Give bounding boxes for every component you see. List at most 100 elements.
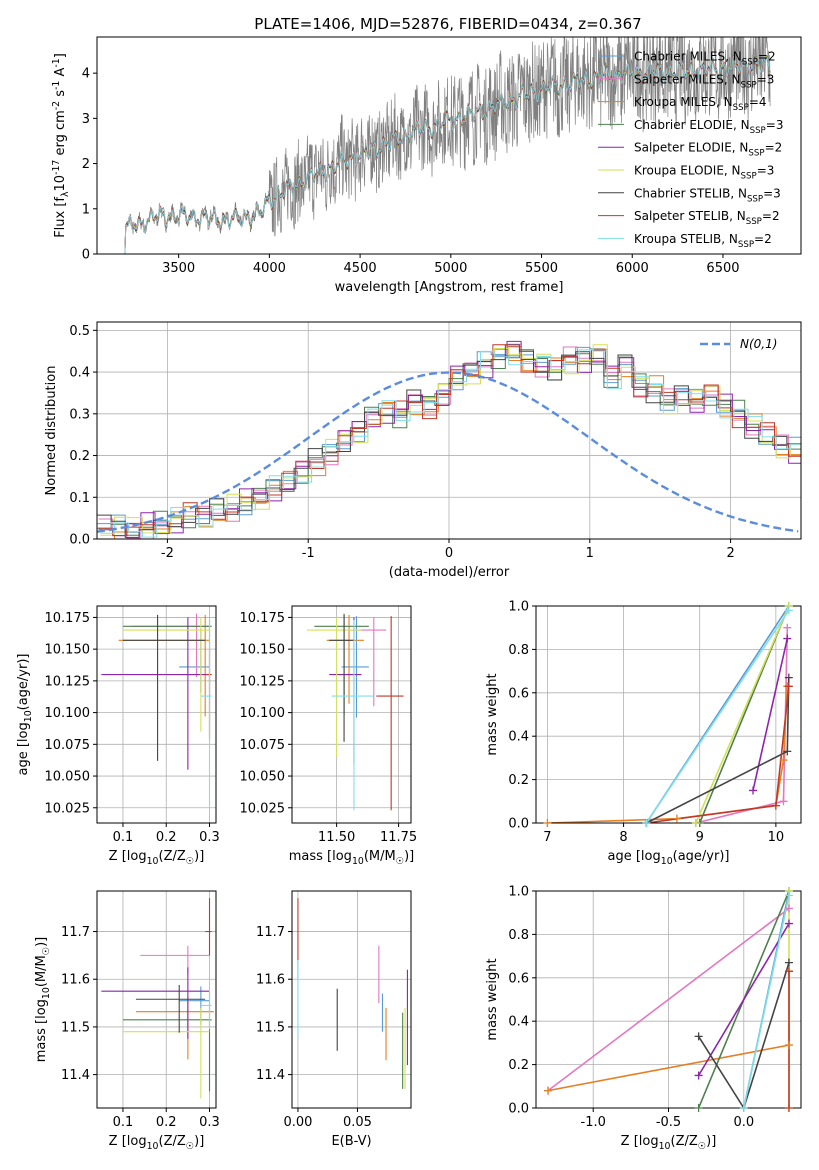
x-axis-label: wavelength [Angstrom, rest frame]	[335, 280, 564, 295]
y-tick-label: 0.0	[508, 1102, 529, 1117]
error-bar-point	[341, 616, 369, 718]
weight-marker	[694, 1104, 703, 1112]
y-axis-label: mass [log10​(M/M☉​)]	[34, 937, 52, 1063]
x-tick-label: 9	[696, 830, 704, 845]
x-tick-label: 6000	[616, 261, 649, 276]
y-tick-label: 1	[82, 202, 90, 217]
y-tick-label: 0.6	[508, 686, 529, 701]
weight-marker	[739, 1104, 748, 1112]
weight-marker	[543, 819, 552, 827]
legend-label: Kroupa ELODIE, NSSP​=3	[634, 164, 774, 182]
y-tick-label: 10.025	[45, 801, 91, 816]
y-tick-label: 3	[82, 112, 90, 127]
x-tick-label: 4000	[253, 261, 286, 276]
x-tick-label: -1	[302, 546, 315, 561]
error-bar-point	[205, 898, 212, 956]
x-tick-label: 0.05	[343, 1115, 372, 1130]
error-bar-point	[349, 617, 387, 707]
error-bar-point	[101, 617, 210, 770]
mass-vs-ebv-panel: 0.00 0.05 11.4 11.5 11.6 11.7 E(B-V)	[256, 890, 412, 1149]
weight-marker	[784, 967, 793, 976]
axes-frame	[291, 890, 412, 1109]
plot-area	[306, 613, 404, 811]
error-bar-point	[331, 619, 374, 811]
y-tick-label: 1.0	[508, 885, 529, 900]
y-tick-label: 0.0	[69, 533, 90, 548]
x-axis-label: Z [log10​(Z/Z☉​)]	[109, 849, 205, 867]
histogram-step	[100, 348, 801, 539]
error-bar-point	[200, 986, 212, 1030]
error-bar-point	[376, 616, 404, 811]
x-tick-label: 3500	[162, 261, 195, 276]
x-tick-label: -0.5	[656, 1115, 681, 1130]
error-bar-point	[326, 614, 364, 704]
histogram-step	[98, 344, 801, 536]
y-tick-label: 10.125	[240, 674, 286, 689]
mass-vs-z-panel: 0.1 0.2 0.3 11.4 11.5 11.6 11.7 Z [log10​(Z/Z☉​…	[34, 890, 220, 1152]
weight-marker	[784, 919, 793, 928]
legend-label: N(0,1)	[740, 337, 777, 351]
weight-line	[645, 609, 790, 823]
y-tick-label: 0.3	[69, 407, 90, 422]
y-tick-label: 0.8	[508, 928, 529, 943]
weight-marker	[783, 634, 792, 643]
weight-marker	[783, 623, 792, 632]
weight-marker	[642, 819, 651, 827]
x-axis-label: Z [log10​(Z/Z☉​)]	[109, 1134, 205, 1152]
weight-marker	[694, 1032, 703, 1041]
weight-line	[646, 677, 790, 823]
x-tick-label: 11.75	[380, 830, 417, 845]
data-spectrum-line	[124, 37, 771, 254]
plot-area	[101, 898, 214, 1099]
x-tick-label: 0.1	[113, 1115, 134, 1130]
y-axis-label: mass weight	[485, 673, 500, 755]
error-bar-point	[329, 614, 354, 742]
error-bar-point	[122, 991, 212, 1092]
histogram-step	[97, 344, 801, 538]
y-tick-label: 10.125	[45, 674, 91, 689]
x-tick-label: 2	[726, 546, 734, 561]
y-tick-label: 10.150	[45, 643, 91, 658]
x-tick-label: 0.00	[283, 1115, 312, 1130]
weight-marker	[784, 606, 793, 615]
weight-marker	[749, 786, 758, 795]
weight-marker	[694, 1071, 703, 1080]
weight-marker	[784, 891, 793, 900]
x-tick-label: 8	[619, 830, 627, 845]
weight-marker	[779, 756, 788, 765]
y-tick-label: 0.1	[69, 491, 90, 506]
x-tick-label: 1	[586, 546, 594, 561]
y-tick-label: 10.150	[240, 643, 286, 658]
y-tick-label: 11.6	[256, 973, 285, 988]
x-axis-label: (data-model)/error	[389, 565, 510, 580]
legend-label: Chabrier MILES, NSSP​=2	[634, 50, 776, 68]
plot-area	[124, 37, 771, 254]
model-spectrum-line	[124, 54, 771, 254]
weight-line	[697, 923, 790, 1076]
y-tick-label: 2	[82, 157, 90, 172]
weight-line	[697, 962, 790, 1108]
error-bar-point	[135, 997, 214, 1060]
weight-marker	[784, 1041, 793, 1050]
y-tick-label: 11.6	[61, 973, 90, 988]
axes-frame	[96, 36, 802, 255]
y-tick-label: 4	[82, 67, 90, 82]
error-bar-point	[122, 1007, 210, 1099]
spectrum-legend: Chabrier MILES, NSSP​=2 Salpeter MILES, N…	[598, 50, 783, 250]
y-tick-label: 0.5	[69, 324, 90, 339]
y-tick-label: 11.4	[256, 1068, 285, 1083]
y-tick-label: 0.2	[508, 773, 529, 788]
axes-frame	[96, 890, 217, 1109]
weight-marker	[784, 904, 793, 913]
histogram-step	[100, 349, 801, 538]
histogram-legend: N(0,1)	[700, 337, 777, 351]
x-axis-label: mass [log10​(M/M☉​)]	[289, 849, 415, 867]
weight-marker	[783, 747, 792, 756]
y-tick-label: 10.050	[240, 770, 286, 785]
x-tick-label: -1.0	[581, 1115, 606, 1130]
weight-line	[646, 686, 790, 823]
x-axis-label: age [log10​(age/yr)]	[608, 849, 730, 867]
y-tick-label: 0.4	[508, 1015, 529, 1030]
legend-label: Salpeter STELIB, NSSP​=2	[634, 209, 780, 227]
y-tick-label: 10.175	[45, 611, 91, 626]
